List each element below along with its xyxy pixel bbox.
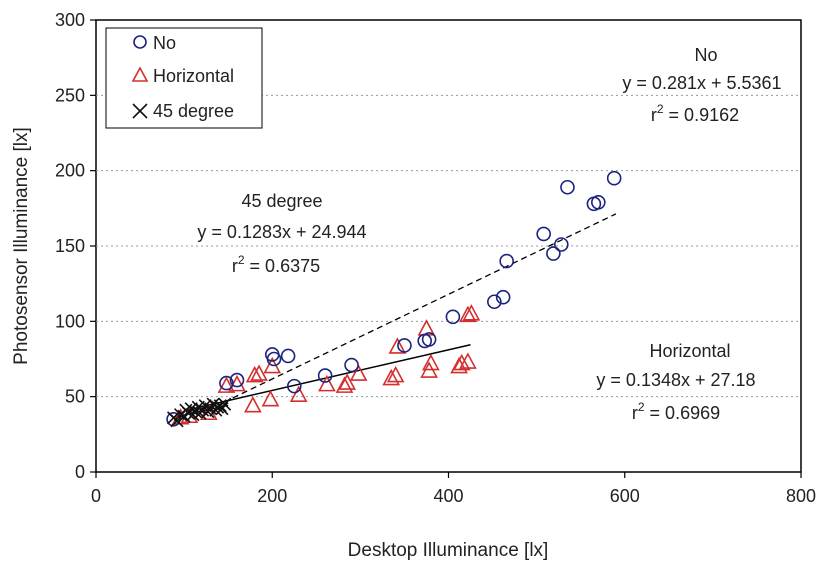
point-45-degree <box>170 414 184 428</box>
legend-label-horizontal: Horizontal <box>153 66 234 86</box>
point-no <box>397 338 412 353</box>
y-tick-label: 200 <box>55 161 85 181</box>
annotation-horizontal-equation: y = 0.1348x + 27.18 <box>596 370 755 390</box>
y-tick-label: 300 <box>55 10 85 30</box>
annotation-45-degree: 45 degree y = 0.1283x + 24.944 r2 = 0.63… <box>197 191 366 276</box>
x-tick-label: 400 <box>433 486 463 506</box>
y-tick-label: 0 <box>75 462 85 482</box>
point-no <box>536 226 551 242</box>
point-horizontal <box>318 374 336 392</box>
x-tick-label: 800 <box>786 486 816 506</box>
annotation-no-equation: y = 0.281x + 5.5361 <box>622 73 781 93</box>
y-axis-title: Photosensor Illuminance [lx] <box>11 127 32 365</box>
annotation-horizontal-title: Horizontal <box>649 341 730 361</box>
legend-marker-horizontal <box>131 66 149 82</box>
point-no <box>229 372 245 388</box>
point-horizontal <box>452 353 471 371</box>
annotation-no: No y = 0.281x + 5.5361 r2 = 0.9162 <box>622 45 781 125</box>
point-horizontal <box>261 389 280 407</box>
point-horizontal <box>450 356 468 374</box>
x-tick-label: 200 <box>257 486 287 506</box>
point-45-degree <box>218 397 232 411</box>
axis-ticks: 0 50 100 150 200 250 300 0 200 400 600 800 <box>55 10 816 506</box>
x-axis-title: Desktop Illuminance [lx] <box>348 540 549 561</box>
point-no <box>553 237 569 252</box>
x-tick-label: 600 <box>610 486 640 506</box>
legend: No Horizontal 45 degree <box>105 27 263 129</box>
point-horizontal <box>217 376 236 393</box>
annotation-no-title: No <box>694 45 717 65</box>
point-horizontal <box>422 353 440 371</box>
legend-marker-45-degree <box>132 103 148 119</box>
point-no <box>219 375 234 391</box>
point-no <box>487 294 502 310</box>
point-45-degree <box>211 400 225 414</box>
annotation-horizontal: Horizontal y = 0.1348x + 27.18 r2 = 0.69… <box>596 341 755 423</box>
point-horizontal <box>462 304 481 321</box>
point-horizontal <box>459 305 477 323</box>
legend-label-no: No <box>153 33 176 53</box>
point-horizontal <box>335 376 354 393</box>
point-horizontal <box>388 337 407 354</box>
y-tick-label: 50 <box>65 387 85 407</box>
point-horizontal <box>250 364 268 381</box>
point-no <box>421 332 437 347</box>
point-no <box>495 289 511 305</box>
point-no <box>280 348 296 364</box>
y-tick-label: 150 <box>55 236 85 256</box>
annotation-45-degree-equation: y = 0.1283x + 24.944 <box>197 222 366 242</box>
y-tick-label: 250 <box>55 85 85 105</box>
point-horizontal <box>338 373 356 390</box>
annotation-horizontal-r2: r2 = 0.6969 <box>632 400 720 423</box>
legend-marker-no <box>133 35 147 49</box>
point-no <box>317 368 333 383</box>
point-no <box>591 195 606 210</box>
point-no <box>546 246 561 261</box>
x-tick-label: 0 <box>91 486 101 506</box>
point-no <box>606 170 622 186</box>
point-no <box>266 351 282 367</box>
point-45-degree <box>213 399 227 413</box>
point-horizontal <box>386 365 405 383</box>
point-horizontal <box>244 396 262 413</box>
point-no <box>499 253 514 269</box>
annotation-45-degree-r2: r2 = 0.6375 <box>232 253 320 276</box>
trend-line-no <box>223 213 617 403</box>
point-no <box>560 179 575 195</box>
annotation-no-r2: r2 = 0.9162 <box>651 102 739 125</box>
point-no <box>344 357 359 373</box>
point-horizontal <box>459 352 477 369</box>
annotation-45-degree-title: 45 degree <box>241 191 322 211</box>
point-horizontal <box>245 365 264 383</box>
point-no <box>445 309 461 325</box>
point-no <box>286 378 302 394</box>
point-horizontal <box>382 368 401 386</box>
y-tick-label: 100 <box>55 311 85 331</box>
data-points <box>166 170 622 428</box>
legend-label-45-degree: 45 degree <box>153 101 234 121</box>
point-horizontal <box>349 364 368 381</box>
point-horizontal <box>289 385 308 402</box>
legend-box <box>105 27 263 129</box>
